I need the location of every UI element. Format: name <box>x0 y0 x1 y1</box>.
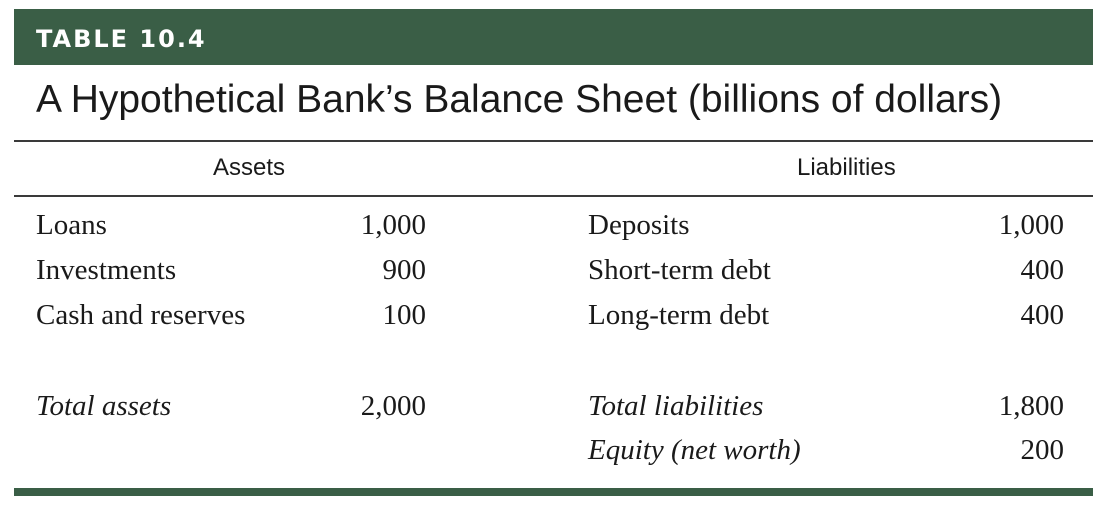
liability-label-deposits: Deposits <box>588 209 690 241</box>
total-liabilities-label: Total liabilities <box>588 390 764 422</box>
liability-label-long-term-debt: Long-term debt <box>588 299 770 331</box>
bottom-rule-bar <box>14 488 1093 496</box>
top-rule <box>14 140 1093 142</box>
assets-column-header: Assets <box>213 154 286 181</box>
asset-value-investments: 900 <box>382 254 427 286</box>
total-liabilities-value: 1,800 <box>998 390 1064 422</box>
asset-label-cash: Cash and reserves <box>36 299 246 331</box>
equity-label: Equity (net worth) <box>588 434 801 466</box>
liability-value-long-term-debt: 400 <box>1020 299 1065 331</box>
equity-value: 200 <box>1020 434 1065 466</box>
asset-value-loans: 1,000 <box>360 209 426 241</box>
liability-value-deposits: 1,000 <box>998 209 1064 241</box>
table-header-bar: TABLE 10.4 <box>14 9 1093 65</box>
asset-value-cash: 100 <box>382 299 427 331</box>
liability-value-short-term-debt: 400 <box>1020 254 1065 286</box>
total-assets-label: Total assets <box>36 390 172 422</box>
table-title: A Hypothetical Bank’s Balance Sheet (bil… <box>36 78 1003 121</box>
asset-label-investments: Investments <box>36 254 177 286</box>
liability-label-short-term-debt: Short-term debt <box>588 254 771 286</box>
total-assets-value: 2,000 <box>360 390 426 422</box>
table-number-label: TABLE 10.4 <box>36 25 207 53</box>
asset-label-loans: Loans <box>36 209 107 241</box>
liabilities-column-header: Liabilities <box>797 154 896 181</box>
header-rule <box>14 195 1093 197</box>
